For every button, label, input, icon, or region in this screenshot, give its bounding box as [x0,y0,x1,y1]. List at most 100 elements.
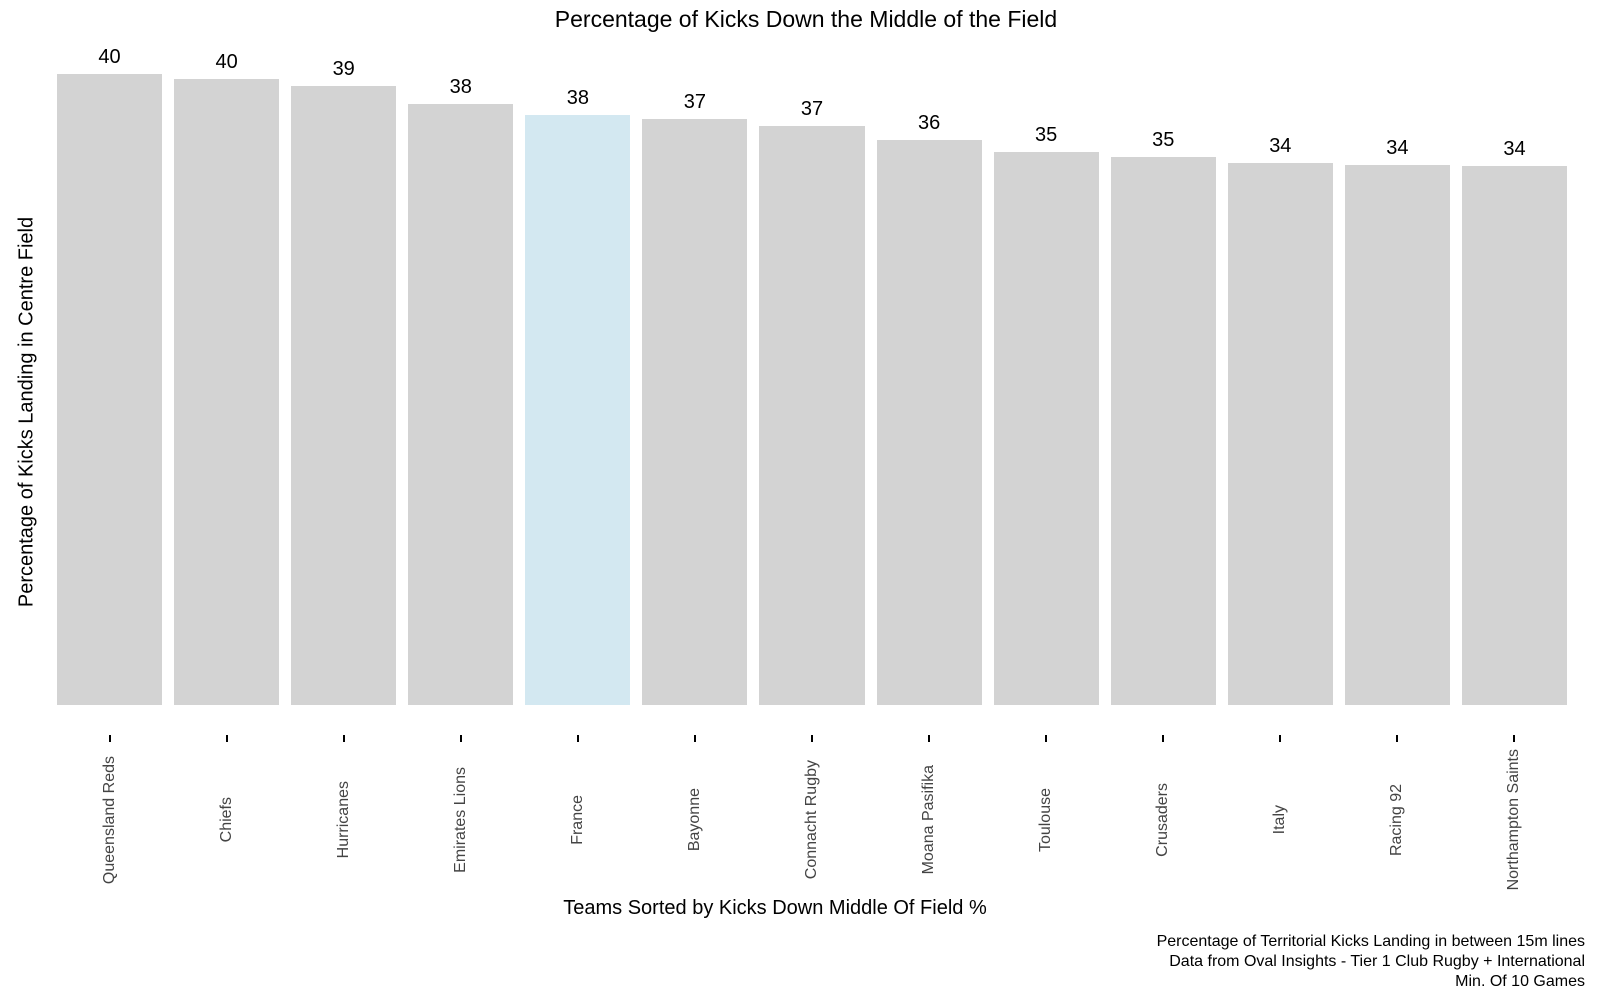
tick-mark [225,735,228,742]
tick-cell [1462,735,1567,742]
bar-value-label: 40 [215,51,238,73]
bar-value-label: 40 [98,46,121,68]
team-label: Bayonne [685,788,703,852]
bar-column: 37 [642,40,748,705]
bar-value-label: 38 [566,87,589,109]
bar-column: 37 [759,40,865,705]
bar [642,119,748,705]
team-label: Crusaders [1154,783,1172,857]
team-label: Connacht Rugby [803,760,820,880]
team-label: Emirates Lions [451,767,469,873]
team-label-cell: Chiefs [174,742,279,898]
caption-line: Min. Of 10 Games [1455,973,1585,990]
bar [993,152,1099,705]
y-axis-label: Percentage of Kicks Landing in Centre Fi… [15,216,38,608]
team-label-cell: Queensland Reds [57,742,162,898]
bar [1110,157,1216,705]
bar [174,79,280,705]
caption: Percentage of Territorial Kicks Landing … [1157,932,1585,992]
tick-mark [459,735,462,742]
tick-cell [1228,735,1333,742]
x-axis-label: Teams Sorted by Kicks Down Middle Of Fie… [563,897,987,919]
caption-line: Data from Oval Insights - Tier 1 Club Ru… [1169,953,1585,970]
tick-cell [525,735,630,742]
tick-cell [291,735,396,742]
tick-mark [1396,735,1399,742]
bar [1344,165,1450,705]
tick-mark [1279,735,1282,742]
team-label: Chiefs [217,797,235,843]
chart-title: Percentage of Kicks Down the Middle of t… [554,6,1058,32]
tick-mark [811,735,813,742]
tick-cell [642,735,747,742]
team-label: Hurricanes [334,781,352,859]
tick-cell [408,735,513,742]
team-label-cell: Emirates Lions [408,742,513,898]
bar [408,104,514,705]
bar-column: 34 [1227,40,1333,705]
team-label-cell: Crusaders [1111,742,1216,898]
bar-value-label: 35 [1152,129,1175,151]
tick-mark [108,735,111,742]
bar-value-label: 38 [449,76,472,98]
team-label-cell: Italy [1228,742,1333,898]
bar-column: 40 [174,40,280,705]
team-label-cell: Racing 92 [1345,742,1450,898]
bar [291,86,397,705]
x-axis-tick-labels: Queensland Reds Chiefs Hurricanes Emirates … [57,742,1567,898]
tick-mark [342,735,345,742]
bar-column: 35 [993,40,1099,705]
tick-mark [1045,735,1048,742]
tick-mark [693,735,696,742]
plot-area: 40 40 39 38 38 37 37 36 35 35 34 34 34 [57,40,1568,705]
bar-column: 34 [1344,40,1450,705]
team-label-cell: Northampton Saints [1462,742,1567,898]
x-axis-ticks [57,735,1567,742]
team-label: Racing 92 [1388,783,1406,857]
bar-value-label: 37 [683,91,707,113]
team-label-cell: Connacht Rugby [759,742,864,898]
team-label: Italy [1271,805,1289,835]
team-label: Toulouse [1037,787,1055,853]
bar-column: 40 [57,40,163,705]
caption-line: Percentage of Territorial Kicks Landing … [1156,933,1585,950]
team-label: Northampton Saints [1505,749,1523,891]
bar [57,74,163,705]
bar-value-label: 35 [1035,124,1058,146]
bar [876,140,982,705]
bar-column: 39 [291,40,397,705]
bar-column: 35 [1110,40,1216,705]
tick-cell [994,735,1099,742]
bar-column: 38 [525,40,631,705]
bar-value-label: 34 [1386,137,1409,159]
team-label-cell: Hurricanes [291,742,396,898]
bar [1461,166,1568,705]
tick-mark [1513,735,1516,742]
bar-value-label: 39 [332,58,355,80]
bar-column: 34 [1461,40,1568,705]
tick-cell [57,735,162,742]
team-label: France [568,795,586,845]
tick-cell [877,735,982,742]
bar-value-label: 34 [1269,135,1292,157]
bar [759,126,865,705]
bar-value-label: 34 [1503,138,1526,160]
bar-highlighted [525,115,631,705]
bar-column: 38 [408,40,514,705]
bar-value-label: 37 [800,98,824,120]
tick-cell [1111,735,1216,742]
team-label: Moana Pasifika [920,765,938,875]
tick-mark [576,735,579,742]
tick-mark [928,735,931,742]
bar [1227,163,1333,705]
tick-cell [174,735,279,742]
bar-column: 36 [876,40,982,705]
team-label-cell: Bayonne [642,742,747,898]
team-label: Queensland Reds [100,755,118,885]
bar-value-label: 36 [917,112,941,134]
team-label-cell: Toulouse [994,742,1099,898]
tick-cell [1345,735,1450,742]
team-label-cell: Moana Pasifika [877,742,982,898]
tick-mark [1162,735,1165,742]
